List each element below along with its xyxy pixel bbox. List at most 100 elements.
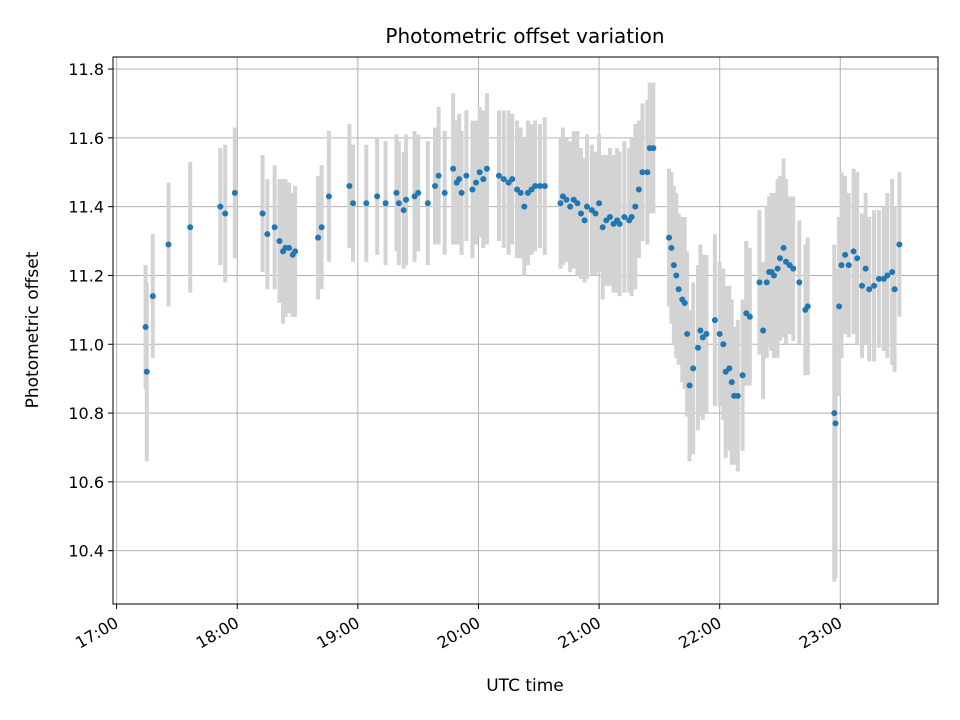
data-point [521, 203, 528, 210]
data-point [259, 210, 266, 217]
data-point [469, 186, 476, 193]
data-point [541, 183, 548, 190]
data-point [456, 176, 463, 183]
data-point [896, 241, 903, 248]
data-point [517, 189, 524, 196]
data-point [536, 183, 543, 190]
data-point [697, 327, 704, 334]
data-point [458, 189, 465, 196]
data-point [400, 207, 407, 214]
data-point [726, 365, 733, 372]
data-point [774, 265, 781, 272]
data-point [871, 282, 878, 289]
data-point [780, 244, 787, 251]
data-point [346, 183, 353, 190]
data-point [592, 210, 599, 217]
data-point [532, 183, 539, 190]
data-point [632, 203, 639, 210]
data-point [836, 303, 843, 310]
data-point [395, 200, 402, 207]
data-point [393, 189, 400, 196]
data-point [557, 200, 564, 207]
data-point [635, 186, 642, 193]
data-point [889, 269, 896, 276]
data-point [276, 238, 283, 245]
data-point [315, 234, 322, 241]
data-point [577, 210, 584, 217]
data-point [441, 189, 448, 196]
y-tick-label: 11.6 [68, 129, 104, 148]
data-point [599, 224, 606, 231]
data-point [318, 224, 325, 231]
data-point [670, 262, 677, 269]
data-point [509, 176, 516, 183]
data-point [463, 172, 470, 179]
data-point [838, 262, 845, 269]
y-tick-label: 11.8 [68, 60, 104, 79]
data-point [374, 193, 381, 200]
data-point [686, 382, 693, 389]
data-point [790, 265, 797, 272]
data-point [891, 286, 898, 293]
x-axis-label: UTC time [486, 676, 564, 696]
data-point [862, 265, 869, 272]
data-point [264, 231, 271, 238]
data-point [728, 379, 735, 386]
data-point [616, 220, 623, 227]
data-point [149, 293, 156, 300]
data-point [770, 272, 777, 279]
data-point [842, 251, 849, 258]
data-point [382, 200, 389, 207]
data-point [495, 172, 502, 179]
data-point [628, 213, 635, 220]
data-point [142, 324, 149, 331]
data-point [584, 203, 591, 210]
data-point [850, 248, 857, 255]
data-point [716, 330, 723, 337]
data-point [363, 200, 370, 207]
data-point [606, 213, 613, 220]
data-point [187, 224, 194, 231]
data-point [435, 172, 442, 179]
data-point [673, 272, 680, 279]
data-point [804, 303, 811, 310]
data-point [694, 344, 701, 351]
data-point [483, 165, 490, 172]
data-point [875, 275, 882, 282]
data-point [675, 286, 682, 293]
data-point [574, 200, 581, 207]
axes-frame [112, 56, 939, 605]
data-point [746, 313, 753, 320]
y-tick-label: 10.6 [68, 473, 104, 492]
data-point [271, 224, 278, 231]
data-point [473, 179, 480, 186]
data-points [142, 145, 903, 427]
data-point [776, 255, 783, 262]
y-tick-label: 11.2 [68, 266, 104, 285]
data-point [720, 341, 727, 348]
data-point [760, 327, 767, 334]
data-point [756, 279, 763, 286]
chart-title: Photometric offset variation [385, 24, 664, 48]
data-point [866, 286, 873, 293]
data-point [292, 248, 299, 255]
data-point [165, 241, 172, 248]
data-point [739, 372, 746, 379]
y-tick-label: 10.4 [68, 542, 104, 561]
data-point [581, 217, 588, 224]
data-point [476, 169, 483, 176]
data-point [644, 169, 651, 176]
data-point [859, 282, 866, 289]
data-point [763, 279, 770, 286]
data-point [703, 330, 710, 337]
y-axis-label: Photometric offset [23, 251, 43, 408]
data-point [639, 169, 646, 176]
data-point [884, 272, 891, 279]
data-point [845, 262, 852, 269]
data-point [832, 420, 839, 427]
data-point [350, 200, 357, 207]
data-point [690, 365, 697, 372]
data-point [854, 255, 861, 262]
data-point [831, 410, 838, 417]
